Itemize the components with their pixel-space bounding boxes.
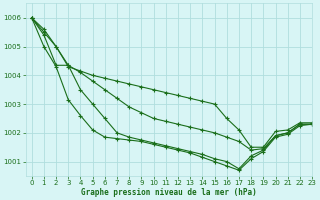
X-axis label: Graphe pression niveau de la mer (hPa): Graphe pression niveau de la mer (hPa) (81, 188, 257, 197)
